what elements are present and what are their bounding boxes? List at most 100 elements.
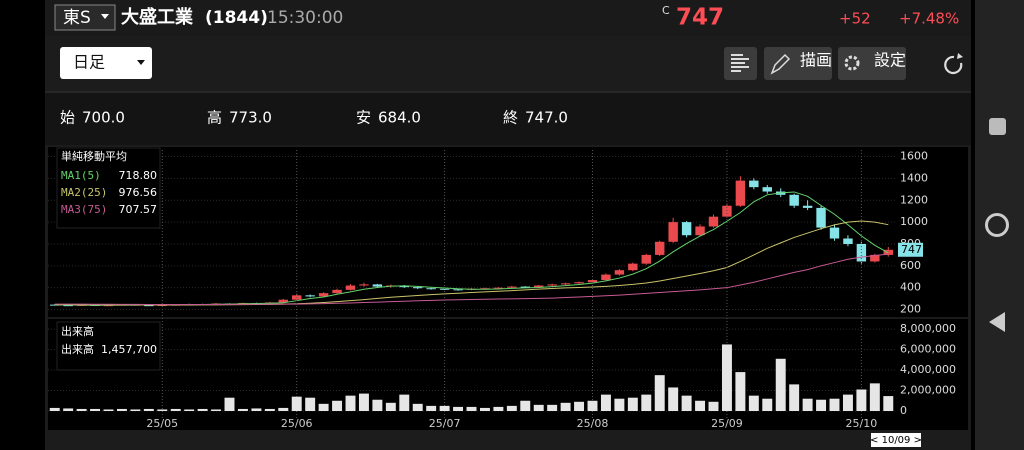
ohlc-bar xyxy=(45,93,971,145)
ohlc-label: 始 xyxy=(60,109,75,127)
volume-bar xyxy=(681,395,692,411)
cursor-badge xyxy=(871,433,921,447)
icon xyxy=(957,53,963,59)
candle-body xyxy=(681,222,692,236)
ohlc-value: 700.0 xyxy=(82,109,125,127)
ohlc-value: 684.0 xyxy=(378,109,421,127)
volume-bar xyxy=(76,408,87,411)
recents-button[interactable] xyxy=(989,118,1006,135)
volume-bar xyxy=(775,358,786,411)
x-tick-label: 25/07 xyxy=(429,417,461,430)
x-tick-label: 25/05 xyxy=(146,417,178,430)
candle-body xyxy=(144,305,154,307)
draw-label: 描画 xyxy=(800,51,832,70)
volume-bar xyxy=(237,408,248,411)
candle-body xyxy=(843,238,853,244)
volume-bar xyxy=(130,409,141,411)
candle-body xyxy=(668,222,678,242)
candle-body xyxy=(628,263,638,271)
y-tick-label: 400 xyxy=(900,281,921,294)
candle-body xyxy=(520,286,530,288)
volume-bar xyxy=(143,408,154,411)
volume-bar xyxy=(735,372,746,411)
volume-bar xyxy=(157,409,168,411)
volume-bar xyxy=(453,406,464,411)
volume-bar xyxy=(332,400,343,411)
volume-bar xyxy=(641,394,652,411)
icon xyxy=(731,54,749,72)
candle-body xyxy=(655,241,665,255)
legend-title: 単純移動平均 xyxy=(61,149,127,163)
volume-bar xyxy=(789,384,800,411)
ohlc-label: 安 xyxy=(356,109,371,127)
header-bar xyxy=(45,0,971,36)
volume-bar xyxy=(560,402,571,411)
y-tick-label: 8,000,000 xyxy=(900,322,956,335)
volume-bar xyxy=(116,408,127,411)
volume-bar xyxy=(399,394,410,411)
legend-name: MA1(5) xyxy=(61,169,101,182)
volume-bar xyxy=(587,400,598,411)
dropdown-arrow xyxy=(101,14,109,19)
legend-name: 出来高 xyxy=(61,342,94,356)
volume-bar xyxy=(184,409,195,411)
volume-bar xyxy=(654,375,665,411)
volume-bar xyxy=(493,406,504,411)
ohlc-value: 773.0 xyxy=(229,109,272,127)
candle-body xyxy=(278,299,288,303)
volume-bar xyxy=(439,405,450,411)
stock-name: 大盛工業 xyxy=(121,6,194,28)
volume-bar xyxy=(614,398,625,411)
volume-bar xyxy=(479,407,490,411)
period-select[interactable] xyxy=(60,47,152,79)
volume-bar xyxy=(668,387,679,411)
draw-button[interactable]: 描画 xyxy=(764,47,832,80)
back-button[interactable] xyxy=(989,312,1005,332)
legend-box xyxy=(56,321,161,371)
ma-line xyxy=(54,253,889,306)
candle-body xyxy=(816,207,826,228)
candle-body xyxy=(641,254,651,264)
x-tick-label: 25/09 xyxy=(711,417,743,430)
dropdown-arrow xyxy=(137,60,145,65)
candle-body xyxy=(695,226,705,236)
candle-body xyxy=(870,254,880,262)
change: +52 xyxy=(839,10,871,28)
volume-bar xyxy=(358,393,369,411)
volume-bar xyxy=(197,408,208,411)
candle-body xyxy=(749,180,759,188)
legend-value: 707.57 xyxy=(119,203,158,216)
x-tick-label: 25/08 xyxy=(577,417,609,430)
system-nav-bar xyxy=(975,0,1024,450)
volume-bar xyxy=(90,408,101,411)
price: 747 xyxy=(676,5,724,31)
candle-body xyxy=(534,285,544,288)
volume-bar xyxy=(802,398,813,411)
candle-body xyxy=(722,205,732,217)
volume-bar xyxy=(721,344,732,411)
y-tick-label: 2,000,000 xyxy=(900,384,956,397)
legend-box xyxy=(56,147,161,229)
volume-bar xyxy=(816,399,827,411)
candle-body xyxy=(359,284,369,286)
volume-bar xyxy=(372,399,383,411)
y-tick-label: 1600 xyxy=(900,150,928,163)
volume-bar xyxy=(63,408,74,411)
candle-body xyxy=(493,287,504,289)
icon xyxy=(844,55,860,71)
candle-body xyxy=(587,280,598,283)
y-tick-label: 4,000,000 xyxy=(900,363,956,376)
x-tick-label: 25/06 xyxy=(281,417,313,430)
candle-body xyxy=(305,295,315,297)
candle-body xyxy=(439,288,450,290)
candle-body xyxy=(789,194,799,206)
volume-bar xyxy=(318,403,329,411)
home-button[interactable] xyxy=(985,213,1009,237)
icon xyxy=(770,53,791,75)
refresh-button[interactable] xyxy=(944,55,963,74)
settings-button[interactable]: 設定 xyxy=(838,47,906,80)
x-tick-label: 25/10 xyxy=(846,417,878,430)
legend-value: 1,457,700 xyxy=(101,343,157,356)
volume-bar xyxy=(547,404,558,411)
